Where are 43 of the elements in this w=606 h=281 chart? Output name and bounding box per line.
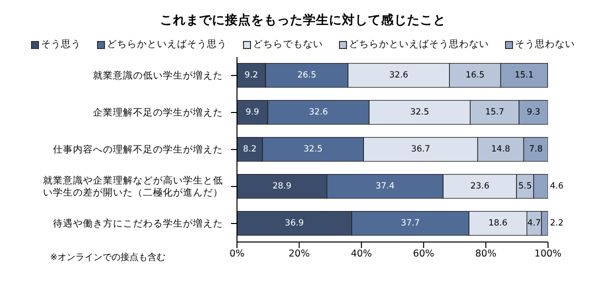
data-label: 5.5 [518, 181, 532, 192]
data-label: 16.5 [466, 70, 485, 80]
data-label: 2.2 [550, 218, 564, 228]
data-label: 32.6 [389, 70, 408, 80]
chart-title: これまでに接点をもった学生に対して感じたこと [159, 12, 447, 29]
x-tick-label: 100% [534, 248, 562, 260]
x-tick-label: 0% [229, 248, 245, 260]
data-label: 7.8 [529, 144, 543, 154]
data-label: 23.6 [470, 181, 490, 192]
data-label: 18.6 [488, 218, 508, 228]
data-label: 9.3 [526, 107, 540, 118]
y-tick-label: 就業意識の低い学生が増えた [93, 69, 223, 81]
data-label: 8.2 [242, 144, 257, 154]
legend-label: どちらかといえばそう思う [106, 38, 227, 51]
data-label: 36.9 [284, 218, 304, 228]
data-label: 9.2 [244, 70, 258, 80]
data-label: 4.6 [550, 181, 564, 192]
legend-label: どちらでもない [252, 38, 323, 51]
x-tick-label: 20% [288, 248, 310, 260]
legend-label: そう思う [40, 38, 81, 51]
legend-label: どちらかといえばそう思わない [348, 38, 489, 51]
data-label: 37.7 [400, 218, 420, 228]
data-label: 14.8 [491, 144, 510, 154]
data-label: 15.7 [485, 107, 504, 118]
x-tick-label: 60% [413, 248, 434, 260]
data-label: 36.7 [411, 144, 430, 154]
data-label: 32.5 [304, 144, 323, 154]
y-tick-label: 仕事内容への理解不足の学生が増えた [53, 143, 223, 155]
data-label: 32.6 [309, 107, 328, 118]
data-label: 15.1 [514, 70, 534, 80]
data-label: 28.9 [272, 181, 292, 192]
text: ※オンラインでの接点も含む [50, 252, 166, 264]
data-label: 37.4 [376, 181, 395, 192]
legend-label: そう思わない [514, 38, 575, 51]
y-tick-label: 就業意識や企業理解などが高い学生と低い学生の差が開いた（二極化が進んだ） [43, 174, 223, 198]
data-label: 4.7 [527, 218, 541, 228]
x-tick-label: 80% [475, 248, 496, 260]
data-label: 26.5 [297, 70, 316, 80]
data-label: 9.9 [246, 107, 260, 118]
x-tick-label: 40% [350, 248, 372, 260]
data-label: 32.5 [410, 107, 430, 118]
y-tick-label: 企業理解不足の学生が増えた [93, 106, 223, 118]
y-tick-label: 待遇や働き方にこだわる学生が増えた [53, 217, 223, 229]
